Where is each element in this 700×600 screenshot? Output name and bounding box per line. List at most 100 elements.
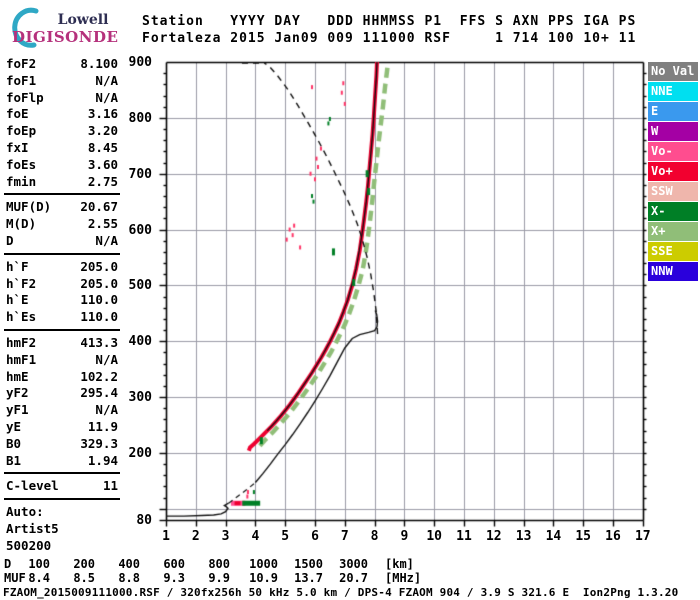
x-axis-label-16: 16 xyxy=(605,529,621,544)
bottom-row-label: D xyxy=(4,557,12,571)
bottom-row-value: 8.4 xyxy=(28,571,50,585)
bottom-row-value: 20.7 xyxy=(339,571,368,585)
bottom-row-value: 8.8 xyxy=(118,571,140,585)
muf-row: MUF 8.4 8.5 8.8 9.3 9.9 10.9 13.7 20.7 [MHz] xyxy=(0,571,700,585)
header-line1: Station YYYY DAY DDD HHMMSS P1 FFS S AXN… xyxy=(142,14,637,29)
param-label: foF1 xyxy=(6,72,37,88)
x-axis-label-17: 17 xyxy=(634,529,651,544)
y-axis-label-200: 200 xyxy=(128,445,152,461)
param-label: foEs xyxy=(6,156,37,172)
legend-item-nne: NNE xyxy=(648,82,698,101)
param-value: 3.20 xyxy=(87,123,118,139)
legend-item-x+: X+ xyxy=(648,222,698,241)
param-label: yE xyxy=(6,418,22,434)
bottom-row-value: 100 xyxy=(28,557,50,571)
x-axis-label-15: 15 xyxy=(575,529,592,544)
param-row-yf2: yF2 295.4 xyxy=(4,385,120,402)
x-axis-label-4: 4 xyxy=(251,529,260,544)
bottom-row-value: 600 xyxy=(163,557,185,571)
param-label: M(D) xyxy=(6,216,37,232)
legend-item-w: W xyxy=(648,122,698,141)
param-row-hme: hmE 102.2 xyxy=(4,369,120,386)
legend-item-ssw: SSW xyxy=(648,182,698,201)
param-label: h`F2 xyxy=(6,275,37,291)
param-label: foE xyxy=(6,106,29,122)
param-value: 110.0 xyxy=(80,309,118,325)
param-label: B0 xyxy=(6,435,22,451)
x-axis-label-7: 7 xyxy=(340,529,349,544)
bottom-row-value: 800 xyxy=(208,557,230,571)
panel-divider xyxy=(4,193,120,196)
d-distance-row: D 100 200 400 600 800 1000 1500 3000 [km] xyxy=(0,557,700,571)
param-value: 205.0 xyxy=(80,258,118,274)
logo-text-digisonde: DIGISONDE xyxy=(12,28,119,46)
bottom-row-unit: [km] xyxy=(385,557,414,571)
param-label: D xyxy=(6,232,14,248)
param-value: 11.9 xyxy=(87,418,118,434)
param-row-foe: foE 3.16 xyxy=(4,106,120,123)
bottom-row-value: 1500 xyxy=(294,557,323,571)
bottom-row-value: 13.7 xyxy=(294,571,323,585)
panel-divider xyxy=(4,472,120,475)
param-label: C-level xyxy=(6,478,59,494)
x-axis-label-9: 9 xyxy=(400,529,409,544)
param-label: yF1 xyxy=(6,402,29,418)
param-row-fof1: foF1 N/A xyxy=(4,73,120,90)
param-value: 2.55 xyxy=(87,216,118,232)
panel-footer-line: 500200 xyxy=(6,537,52,553)
y-axis-label-400: 400 xyxy=(128,334,152,350)
param-label: h`F xyxy=(6,258,29,274)
param-value: 110.0 xyxy=(80,292,118,308)
x-axis-label-2: 2 xyxy=(191,529,200,544)
param-row-hmf1: hmF1 N/A xyxy=(4,352,120,369)
param-label: foEp xyxy=(6,123,37,139)
param-label: hmF2 xyxy=(6,334,37,350)
legend-item-e: E xyxy=(648,102,698,121)
param-row-he: h`E 110.0 xyxy=(4,292,120,309)
legend-item-noval: No Val xyxy=(648,62,698,81)
param-label: hmE xyxy=(6,368,29,384)
param-row-hf: h`F 205.0 xyxy=(4,259,120,276)
status-line: FZAOM_2015009111000.RSF / 320fx256h 50 k… xyxy=(3,586,679,599)
legend-item-x-: X- xyxy=(648,202,698,221)
y-axis-label-700: 700 xyxy=(128,166,152,182)
x-axis-label-3: 3 xyxy=(221,529,230,544)
param-row-hmf2: hmF2 413.3 xyxy=(4,335,120,352)
param-row-fmin: fmin 2.75 xyxy=(4,174,120,191)
panel-divider xyxy=(4,328,120,331)
param-label: foF2 xyxy=(6,56,37,71)
bottom-row-value: 8.5 xyxy=(73,571,95,585)
x-axis-label-14: 14 xyxy=(545,529,562,544)
legend-item-sse: SSE xyxy=(648,242,698,261)
param-row-ye: yE 11.9 xyxy=(4,419,120,436)
bottom-row-value: 3000 xyxy=(339,557,368,571)
y-axis-label-500: 500 xyxy=(128,278,152,294)
x-axis-label-13: 13 xyxy=(515,529,532,544)
param-label: h`E xyxy=(6,292,29,308)
param-value: 8.100 xyxy=(80,56,118,71)
param-row-d: D N/A xyxy=(4,233,120,250)
x-axis-label-1: 1 xyxy=(162,529,170,544)
param-label: B1 xyxy=(6,452,22,468)
param-value: N/A xyxy=(95,89,118,105)
param-label: MUF(D) xyxy=(6,199,52,215)
param-value: 11 xyxy=(102,478,118,494)
param-value: N/A xyxy=(95,232,118,248)
param-value: 413.3 xyxy=(80,334,118,350)
logo-text-lowell: Lowell xyxy=(57,12,109,28)
bottom-row-value: 9.9 xyxy=(208,571,230,585)
param-value: 1.94 xyxy=(87,452,118,468)
legend-item-vo-: Vo- xyxy=(648,142,698,161)
param-row-yf1: yF1 N/A xyxy=(4,402,120,419)
param-row-mufd: MUF(D) 20.67 xyxy=(4,199,120,216)
param-row-hf2: h`F2 205.0 xyxy=(4,276,120,293)
param-value: 2.75 xyxy=(87,173,118,189)
y-axis-label-900: 900 xyxy=(128,55,152,70)
y-axis-label-600: 600 xyxy=(128,222,152,238)
lowell-digisonde-logo: Lowell DIGISONDE xyxy=(4,4,134,52)
bottom-row-unit: [MHz] xyxy=(385,571,422,585)
param-row-fxi: fxI 8.45 xyxy=(4,140,120,157)
param-value: N/A xyxy=(95,72,118,88)
y-axis-label-80: 80 xyxy=(136,512,152,528)
param-value: 20.67 xyxy=(80,199,118,215)
